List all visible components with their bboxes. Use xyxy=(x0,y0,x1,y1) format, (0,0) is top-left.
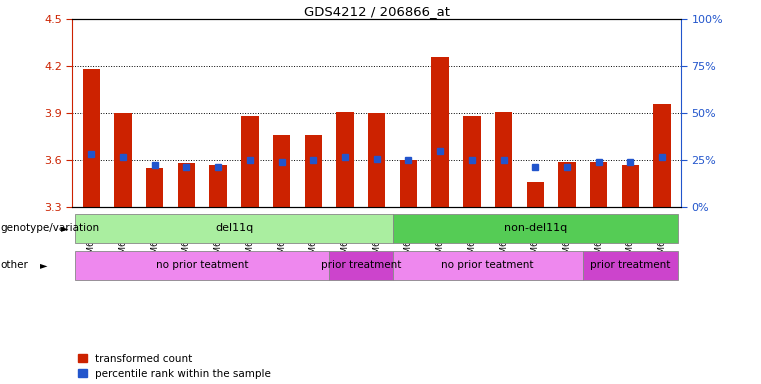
Bar xyxy=(400,161,417,207)
Bar xyxy=(114,113,132,207)
Bar xyxy=(146,168,164,207)
Legend: transformed count, percentile rank within the sample: transformed count, percentile rank withi… xyxy=(78,354,271,379)
Text: prior treatment: prior treatment xyxy=(591,260,670,270)
Text: del11q: del11q xyxy=(215,223,253,233)
Bar xyxy=(209,165,227,207)
Bar xyxy=(393,214,678,243)
Bar xyxy=(178,164,195,207)
Bar xyxy=(336,112,354,207)
Bar xyxy=(654,104,670,207)
Text: other: other xyxy=(1,260,29,270)
Bar xyxy=(83,70,100,207)
Text: prior treatment: prior treatment xyxy=(320,260,401,270)
Bar xyxy=(273,135,290,207)
Bar xyxy=(463,116,480,207)
Bar xyxy=(583,251,678,280)
Title: GDS4212 / 206866_at: GDS4212 / 206866_at xyxy=(304,5,450,18)
Bar xyxy=(393,251,583,280)
Text: no prior teatment: no prior teatment xyxy=(156,260,249,270)
Text: no prior teatment: no prior teatment xyxy=(441,260,534,270)
Bar xyxy=(431,57,449,207)
Bar xyxy=(590,162,607,207)
Bar xyxy=(75,251,329,280)
Bar xyxy=(527,182,544,207)
Text: ►: ► xyxy=(40,260,48,270)
Bar xyxy=(559,162,575,207)
Bar xyxy=(304,135,322,207)
Bar xyxy=(330,251,393,280)
Bar xyxy=(75,214,393,243)
Text: ►: ► xyxy=(61,223,68,233)
Bar xyxy=(368,113,385,207)
Bar xyxy=(622,165,639,207)
Bar xyxy=(495,112,512,207)
Bar xyxy=(241,116,259,207)
Text: genotype/variation: genotype/variation xyxy=(1,223,100,233)
Text: non-del11q: non-del11q xyxy=(504,223,567,233)
